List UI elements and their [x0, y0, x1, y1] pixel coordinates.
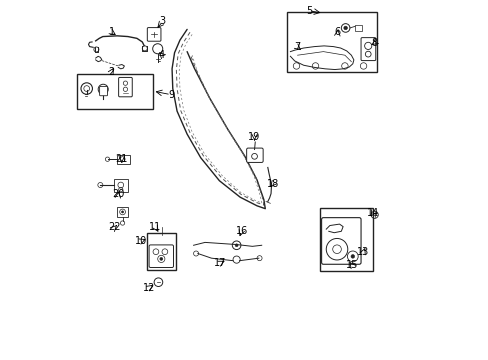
Circle shape [343, 26, 346, 30]
Text: 2: 2 [108, 67, 114, 77]
Circle shape [121, 211, 123, 213]
Text: 15: 15 [345, 260, 358, 270]
Text: 1: 1 [108, 27, 115, 37]
Text: 12: 12 [143, 283, 155, 293]
Text: 14: 14 [366, 208, 378, 218]
Circle shape [235, 244, 238, 247]
FancyBboxPatch shape [360, 38, 375, 60]
FancyBboxPatch shape [119, 77, 132, 97]
FancyBboxPatch shape [100, 86, 107, 96]
Text: 22: 22 [108, 222, 121, 232]
Text: 8: 8 [370, 38, 377, 48]
Bar [77, 74, 152, 109]
Circle shape [350, 255, 354, 258]
Text: 10: 10 [135, 236, 147, 246]
Bar [286, 12, 376, 72]
Text: 6: 6 [334, 27, 340, 37]
Bar [117, 207, 128, 217]
FancyBboxPatch shape [147, 28, 161, 41]
Text: 4: 4 [159, 50, 165, 60]
Text: 7: 7 [294, 42, 300, 52]
Circle shape [160, 257, 163, 260]
Bar [117, 155, 130, 163]
Text: 18: 18 [266, 179, 279, 189]
Text: 11: 11 [149, 222, 162, 232]
Text: 21: 21 [116, 154, 128, 164]
Bar [319, 208, 372, 271]
FancyBboxPatch shape [149, 245, 173, 267]
Text: 5: 5 [305, 6, 311, 16]
Text: 13: 13 [357, 247, 369, 257]
Bar [354, 25, 362, 31]
Text: 17: 17 [213, 258, 226, 268]
Text: 16: 16 [235, 226, 247, 236]
Text: 19: 19 [248, 132, 260, 142]
Text: 3: 3 [160, 17, 165, 27]
Text: 20: 20 [112, 189, 124, 199]
Bar [114, 179, 127, 192]
Text: 9: 9 [167, 90, 174, 100]
Bar [147, 233, 176, 270]
FancyBboxPatch shape [321, 218, 360, 264]
FancyBboxPatch shape [246, 148, 263, 162]
